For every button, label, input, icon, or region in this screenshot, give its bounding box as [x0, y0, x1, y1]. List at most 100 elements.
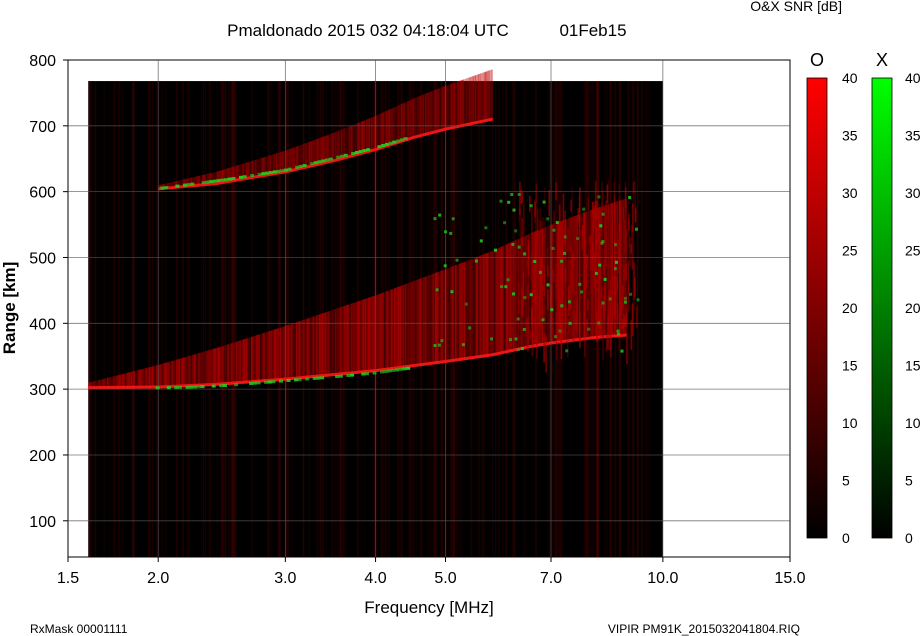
- o-echo-column: [389, 109, 392, 147]
- o-echo-edge: [435, 361, 437, 365]
- o-echo-column: [619, 200, 621, 337]
- o-spread-echo: [535, 183, 538, 204]
- o-echo-column: [413, 280, 416, 367]
- o-echo-column: [362, 121, 364, 155]
- o-echo-edge: [327, 373, 329, 377]
- o-echo-edge: [601, 335, 604, 339]
- o-echo-column: [403, 284, 406, 369]
- o-echo-edge: [376, 147, 378, 151]
- o-spread-echo: [628, 213, 630, 231]
- o-echo-edge: [209, 182, 212, 186]
- o-echo-edge: [348, 155, 351, 159]
- o-echo-column: [408, 282, 411, 368]
- o-echo-column: [373, 295, 376, 373]
- o-echo-edge: [447, 127, 449, 130]
- o-echo-edge: [108, 386, 110, 389]
- o-echo-column: [320, 137, 323, 165]
- o-echo-edge: [342, 156, 344, 160]
- o-echo-column: [419, 95, 422, 138]
- x-echo-point: [406, 366, 411, 370]
- o-echo-edge: [478, 120, 481, 124]
- o-echo-edge: [421, 133, 423, 137]
- o-echo-edge: [293, 376, 296, 380]
- o-echo-column: [462, 79, 464, 127]
- o-echo-column: [479, 73, 482, 124]
- o-echo-column: [217, 171, 219, 185]
- x-echo-point: [335, 375, 340, 378]
- o-echo-column: [532, 232, 535, 348]
- o-echo-edge: [264, 173, 267, 177]
- o-spread-echo: [527, 284, 529, 298]
- o-echo-edge: [246, 380, 248, 384]
- x-echo-point: [166, 386, 171, 390]
- o-echo-column: [492, 250, 495, 357]
- o-echo-edge: [225, 382, 228, 386]
- o-echo-column: [263, 157, 265, 177]
- o-echo-column: [468, 77, 471, 126]
- noise-streak: [523, 81, 526, 557]
- o-echo-column: [165, 362, 168, 389]
- o-echo-column: [322, 313, 324, 378]
- o-echo-column: [254, 159, 257, 179]
- x-echo-point: [377, 145, 382, 149]
- o-echo-column: [471, 258, 473, 360]
- o-spread-echo: [534, 202, 537, 238]
- o-echo-column: [465, 261, 467, 361]
- o-echo-edge: [297, 376, 299, 380]
- o-echo-column: [242, 339, 244, 384]
- o-spread-echo: [539, 278, 542, 302]
- o-echo-edge: [625, 333, 627, 337]
- o-echo-column: [466, 260, 468, 360]
- o-spread-echo: [522, 203, 525, 235]
- o-echo-column: [432, 273, 435, 365]
- o-echo-column: [590, 210, 592, 340]
- o-echo-column: [319, 314, 322, 378]
- o-echo-column: [562, 220, 565, 343]
- o-echo-column: [386, 110, 388, 148]
- o-echo-column: [174, 181, 177, 189]
- o-echo-column: [486, 253, 488, 358]
- colorbar-tick-label: 20: [905, 300, 921, 316]
- o-echo-edge: [90, 386, 93, 390]
- o-spread-echo: [596, 210, 599, 242]
- o-echo-column: [204, 351, 207, 387]
- o-spread-echo: [625, 187, 627, 208]
- x-echo-point: [220, 178, 225, 182]
- o-echo-column: [510, 242, 512, 353]
- o-echo-column: [482, 72, 484, 123]
- noise-streak: [454, 81, 456, 557]
- o-spread-echo: [559, 227, 561, 263]
- x-echo-point: [298, 164, 303, 168]
- x-tick-label: 1.5: [57, 570, 79, 587]
- o-echo-column: [478, 73, 481, 124]
- noise-streak: [552, 81, 554, 557]
- x-echo-point: [257, 172, 262, 176]
- noise-streak: [148, 81, 151, 557]
- o-echo-column: [412, 281, 414, 368]
- o-echo-column: [568, 217, 571, 343]
- o-echo-edge: [120, 385, 123, 389]
- o-echo-column: [178, 358, 180, 388]
- o-echo-edge: [490, 353, 492, 357]
- o-echo-column: [573, 216, 576, 342]
- o-echo-column: [274, 153, 277, 175]
- o-echo-edge: [234, 381, 237, 385]
- o-echo-edge: [207, 182, 209, 186]
- o-echo-column: [352, 303, 354, 375]
- o-echo-edge: [441, 360, 443, 364]
- o-echo-edge: [292, 168, 294, 172]
- o-echo-column: [227, 344, 229, 385]
- o-echo-column: [367, 297, 369, 373]
- x-echo-point: [402, 367, 407, 371]
- o-echo-edge: [507, 349, 510, 353]
- o-echo-column: [179, 180, 182, 189]
- x-echo-point: [164, 186, 169, 189]
- o-echo-column: [235, 341, 238, 385]
- o-echo-edge: [533, 344, 536, 348]
- noise-streak: [641, 81, 643, 557]
- o-echo-column: [163, 363, 165, 389]
- o-echo-edge: [334, 158, 337, 162]
- o-echo-column: [581, 213, 583, 341]
- o-spread-echo: [631, 203, 634, 233]
- o-echo-edge: [222, 382, 224, 386]
